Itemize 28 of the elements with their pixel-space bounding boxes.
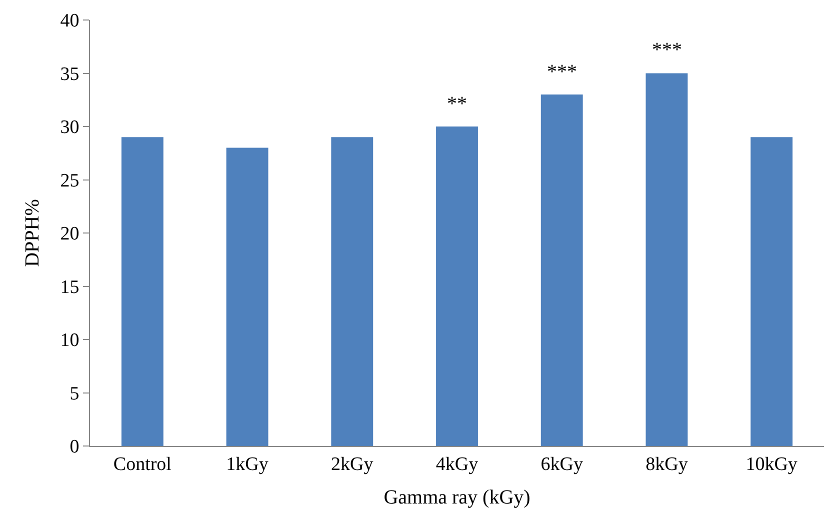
y-tick-label: 35 xyxy=(60,64,80,85)
bar xyxy=(646,73,688,446)
y-tick-label: 40 xyxy=(60,10,80,32)
x-tick-label: 1kGy xyxy=(226,454,269,475)
y-tick-label: 30 xyxy=(60,117,80,138)
annotation: *** xyxy=(652,39,682,61)
bar xyxy=(121,137,164,446)
y-tick-label: 0 xyxy=(70,436,80,458)
bar xyxy=(750,137,793,446)
y-tick-label: 25 xyxy=(60,170,80,192)
x-tick-label: 4kGy xyxy=(436,454,479,475)
x-tick-label: 8kGy xyxy=(646,454,688,475)
bar xyxy=(436,126,478,446)
bar xyxy=(226,148,268,446)
y-tick-label: 15 xyxy=(60,276,80,298)
annotation: *** xyxy=(547,61,577,83)
bar xyxy=(331,137,374,446)
x-axis-title: Gamma ray (kGy) xyxy=(384,486,530,508)
y-tick-label: 10 xyxy=(60,330,80,352)
x-tick-label: Control xyxy=(113,454,172,475)
x-tick-label: 2kGy xyxy=(331,454,374,475)
y-tick-label: 5 xyxy=(70,383,80,404)
x-tick-label: 6kGy xyxy=(540,454,584,475)
bar xyxy=(540,94,583,446)
annotation: ** xyxy=(447,93,467,115)
y-tick-label: 20 xyxy=(60,224,80,245)
x-tick-label: 10kGy xyxy=(746,454,798,475)
y-axis-title: DPPH% xyxy=(22,199,44,267)
